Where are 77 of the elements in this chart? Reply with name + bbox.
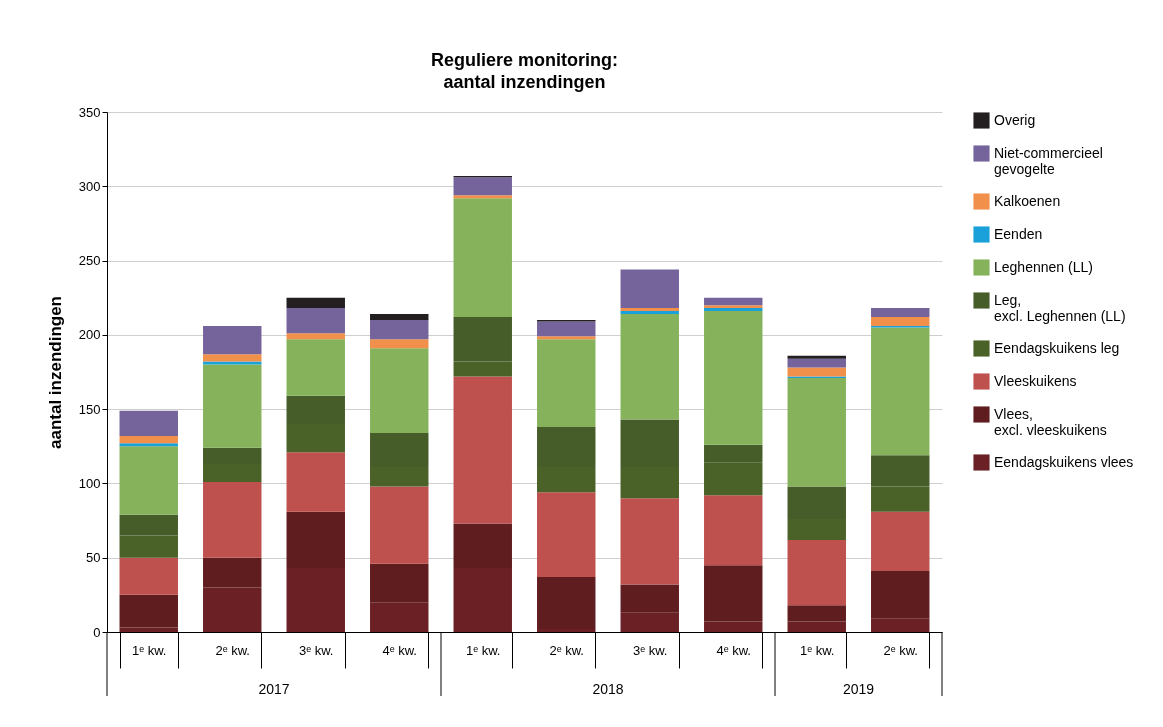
legend-label: Leghennen (LL)	[994, 258, 1093, 275]
legend-label: Eenden	[994, 225, 1043, 242]
bar	[119, 410, 178, 436]
y-tick-label: 150	[78, 401, 101, 417]
legend-label: Kalkoenen	[994, 192, 1061, 209]
bar	[370, 320, 429, 340]
bar	[286, 339, 345, 396]
bar	[787, 358, 846, 368]
bar	[286, 308, 345, 334]
bar	[704, 297, 763, 306]
y-tick-label: 100	[78, 475, 101, 491]
bar	[203, 361, 262, 365]
bar	[453, 177, 512, 196]
legend-label: Leg, excl. Leghennen (LL)	[994, 291, 1126, 324]
bar	[203, 354, 262, 362]
x-tick-label: 1ᵉ kw.	[132, 642, 167, 658]
x-tick-label: 4ᵉ kw.	[716, 642, 751, 658]
bar	[203, 481, 262, 558]
bar	[119, 594, 178, 628]
bar	[119, 435, 178, 444]
x-tick-label: 2ᵉ kw.	[883, 642, 918, 658]
bar	[871, 327, 930, 456]
x-tick-label: 4ᵉ kw.	[382, 642, 417, 658]
y-axis-title: aantal inzendingen	[45, 295, 65, 450]
text: 2019	[842, 681, 875, 697]
bar	[119, 443, 178, 447]
y-tick-label: 250	[78, 253, 101, 269]
bar	[203, 364, 262, 448]
bar	[537, 321, 596, 337]
bar	[871, 308, 930, 318]
bar	[704, 311, 763, 445]
bar	[370, 486, 429, 564]
legend-label: Overig	[994, 111, 1036, 128]
bar	[119, 446, 178, 515]
bar	[704, 495, 763, 566]
bar	[537, 492, 596, 578]
y-tick-label: 300	[78, 178, 101, 194]
bar	[453, 198, 512, 318]
x-tick-label: 3ᵉ kw.	[633, 642, 668, 658]
text: 2017	[258, 681, 290, 697]
chart-title: Reguliere monitoring: aantal inzendingen	[430, 50, 619, 92]
y-tick-label: 200	[78, 327, 101, 343]
bar	[286, 452, 345, 512]
bar	[787, 539, 846, 606]
legend-label: Vlees, excl. vleeskuikens	[994, 405, 1107, 438]
bar	[620, 314, 679, 420]
bar	[453, 195, 512, 199]
bar	[286, 333, 345, 340]
bar	[286, 297, 345, 309]
bar	[537, 336, 596, 340]
bar	[620, 269, 679, 309]
bar	[787, 377, 846, 487]
bar	[537, 339, 596, 427]
bar	[620, 498, 679, 585]
legend-label: Eendagskuikens leg	[994, 339, 1120, 356]
x-tick-label: 1ᵉ kw.	[466, 642, 501, 658]
legend-label: Vleeskuikens	[994, 372, 1077, 389]
bar	[203, 325, 262, 355]
bar	[119, 557, 178, 595]
bar	[871, 317, 930, 326]
bar	[370, 348, 429, 433]
bar	[370, 314, 429, 320]
legend-label: Eendagskuikens vlees	[994, 453, 1134, 470]
bar	[871, 511, 930, 572]
y-tick-label: 0	[93, 624, 101, 640]
bar	[787, 355, 846, 359]
x-tick-label: 1ᵉ kw.	[800, 642, 835, 658]
y-tick-label: 50	[86, 550, 101, 566]
x-tick-label: 3ᵉ kw.	[299, 642, 334, 658]
x-tick-label: 2ᵉ kw.	[215, 642, 250, 658]
text: 2018	[592, 681, 624, 697]
bar	[370, 339, 429, 349]
x-tick-label: 2ᵉ kw.	[549, 642, 584, 658]
bar	[537, 577, 596, 630]
y-tick-label: 350	[78, 104, 101, 120]
bar	[453, 376, 512, 524]
legend-label: Niet-commercieel gevogelte	[994, 144, 1103, 177]
